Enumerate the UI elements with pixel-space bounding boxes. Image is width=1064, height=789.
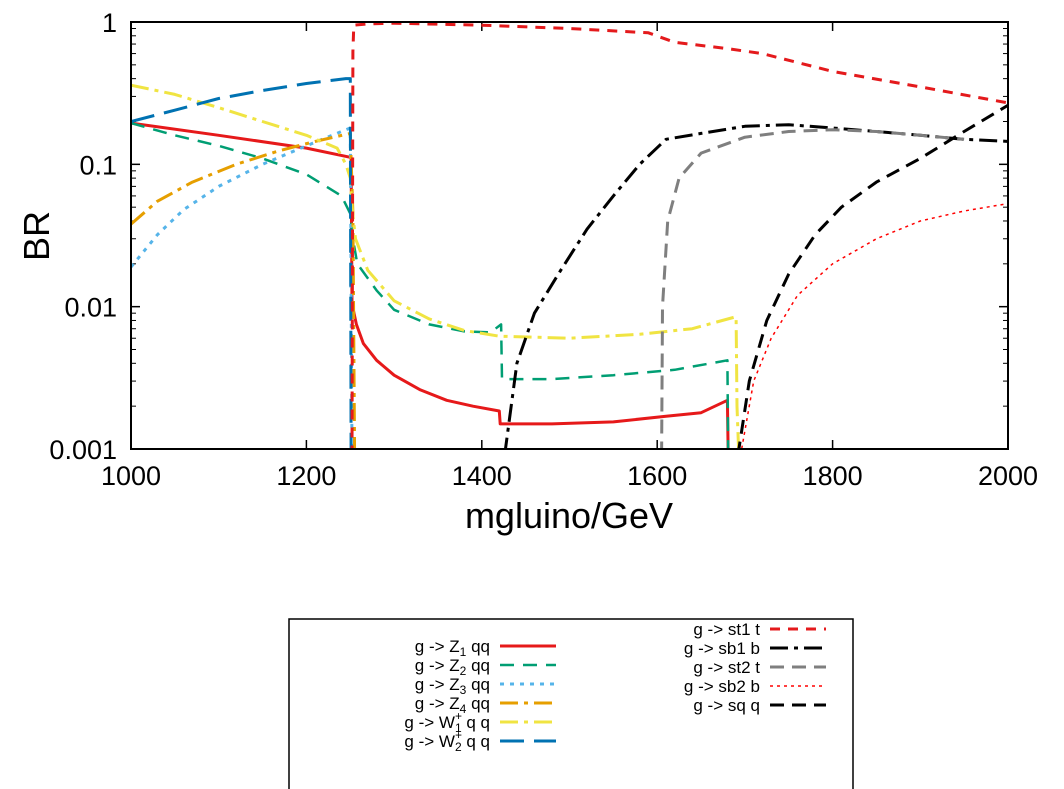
legend-label-5: g -> W+ 1 q q [404, 709, 490, 735]
legend-label-3: g -> Z3 qq [415, 675, 490, 697]
legend-label-subscript: 3 [460, 683, 467, 697]
legend-label-suffix: qq [466, 694, 490, 713]
legend-label-8: g -> sb1 b [684, 639, 760, 658]
series-line-4 [131, 131, 357, 449]
series-line-7 [350, 22, 1008, 449]
x-tick-label: 1600 [627, 461, 687, 491]
legend-label-subscript: 4 [460, 702, 467, 716]
series-lines [131, 22, 1008, 449]
tick-labels: 1000 1200 1400 1600 1800 2000 0.001 0.01 0.1 1 [49, 8, 1038, 491]
legend: g -> Z1 qqg -> Z2 qqg -> Z3 qqg -> Z4 qq… [288, 618, 854, 789]
y-tick-label: 0.01 [64, 293, 117, 323]
legend-label-subscript: 2 [455, 740, 462, 754]
series-line-8 [503, 123, 1008, 449]
x-tick-label: 2000 [978, 461, 1038, 491]
series-line-1 [131, 121, 730, 449]
legend-label-subscript: 1 [455, 721, 462, 735]
legend-label-prefix: g -> W [404, 732, 455, 751]
y-tick-label: 0.1 [79, 150, 117, 180]
x-tick-label: 1800 [803, 461, 863, 491]
legend-label-superscript: + [455, 728, 462, 742]
legend-label-4: g -> Z4 qq [415, 694, 490, 716]
legend-label-suffix: qq [466, 675, 490, 694]
legend-label-10: g -> sb2 b [684, 677, 760, 696]
x-tick-label: 1200 [276, 461, 336, 491]
series-line-6 [131, 77, 353, 449]
y-tick-label: 0.001 [49, 435, 117, 465]
series-line-2 [131, 121, 730, 449]
legend-label-11: g -> sq q [693, 696, 760, 715]
legend-label-prefix: g -> Z [415, 694, 460, 713]
legend-label-suffix: qq [466, 637, 490, 656]
y-tick-label: 1 [102, 8, 117, 38]
legend-label-prefix: g -> Z [415, 675, 460, 694]
legend-label-prefix: g -> Z [415, 656, 460, 675]
series-line-3 [131, 126, 354, 449]
x-tick-label: 1400 [452, 461, 512, 491]
legend-label-6: g -> W+ 2 q q [404, 728, 490, 754]
legend-label-suffix: q q [462, 713, 490, 732]
legend-label-subscript: 1 [460, 645, 467, 659]
legend-label-9: g -> st2 t [693, 658, 760, 677]
legend-label-subscript: 2 [460, 664, 467, 678]
legend-label-prefix: g -> W [404, 713, 455, 732]
legend-label-7: g -> st1 t [693, 620, 760, 639]
axis-ticks [130, 21, 1009, 450]
legend-label-2: g -> Z2 qq [415, 656, 490, 678]
legend-label-suffix: qq [466, 656, 490, 675]
series-line-11 [737, 104, 1008, 449]
series-line-5 [131, 83, 741, 449]
x-axis-title: mgluino/GeV [465, 495, 673, 536]
legend-box [288, 618, 854, 789]
legend-label-1: g -> Z1 qq [415, 637, 490, 659]
legend-label-prefix: g -> Z [415, 637, 460, 656]
y-axis-title: BR [16, 211, 57, 261]
legend-label-suffix: q q [462, 732, 490, 751]
series-line-9 [660, 128, 965, 449]
legend-label-superscript: + [455, 709, 462, 723]
plot-frame [130, 21, 1009, 450]
x-tick-label: 1000 [101, 461, 161, 491]
series-line-10 [740, 202, 1008, 449]
